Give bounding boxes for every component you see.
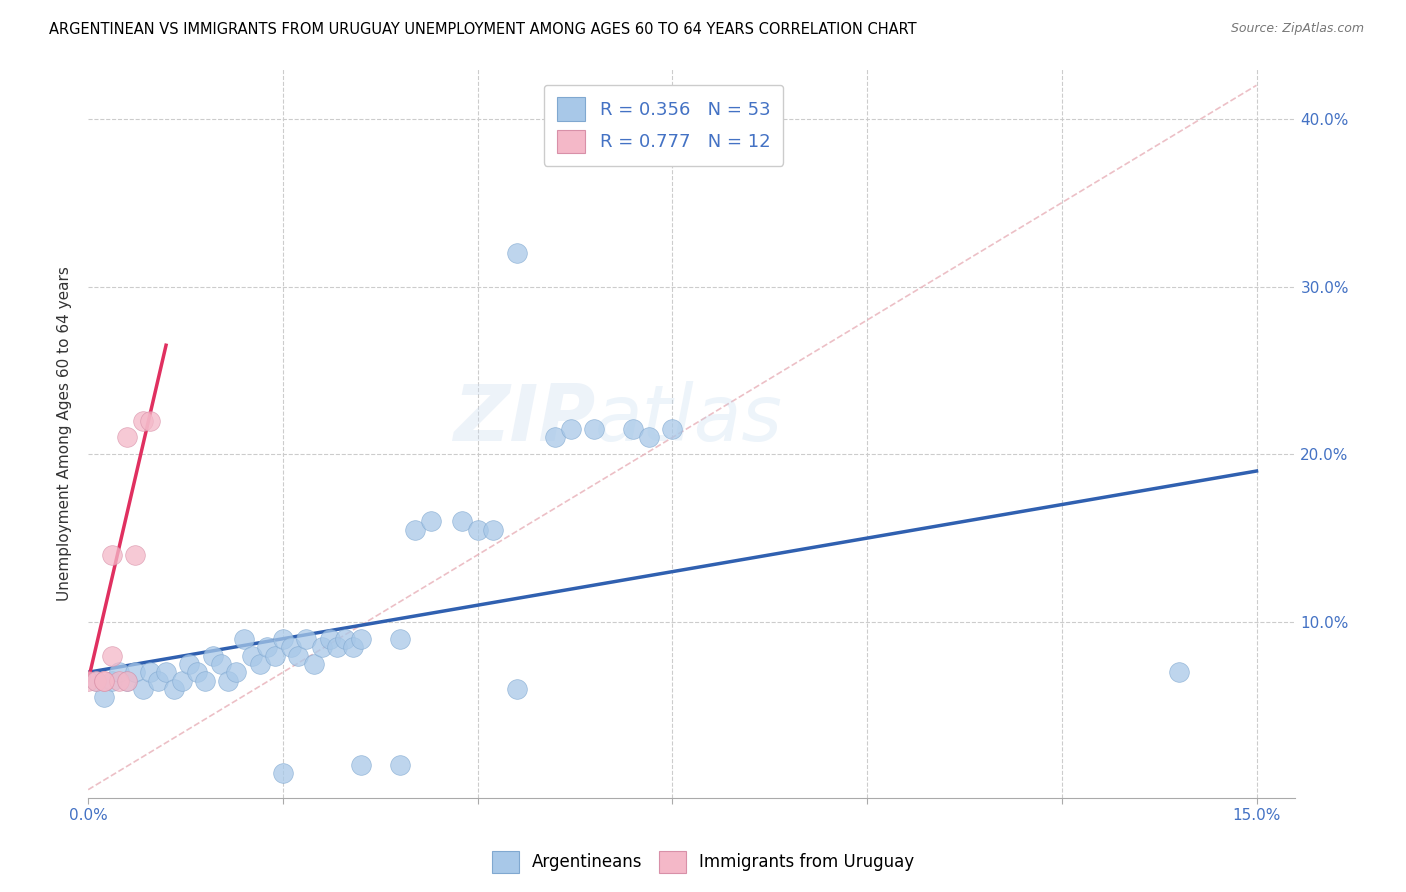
Point	[661, 422, 683, 436]
Point	[335, 632, 357, 646]
Point	[100, 648, 122, 663]
Point	[232, 632, 254, 646]
Point	[326, 640, 349, 654]
Point	[170, 673, 193, 688]
Point	[84, 673, 107, 688]
Point	[100, 548, 122, 562]
Point	[295, 632, 318, 646]
Point	[451, 514, 474, 528]
Legend: Argentineans, Immigrants from Uruguay: Argentineans, Immigrants from Uruguay	[485, 845, 921, 880]
Point	[638, 430, 661, 444]
Point	[139, 414, 162, 428]
Point	[287, 648, 309, 663]
Point	[240, 648, 263, 663]
Point	[93, 673, 115, 688]
Point	[194, 673, 217, 688]
Point	[93, 690, 115, 705]
Point	[419, 514, 441, 528]
Point	[256, 640, 278, 654]
Point	[311, 640, 333, 654]
Point	[163, 681, 186, 696]
Point	[482, 523, 505, 537]
Text: ZIP: ZIP	[453, 381, 595, 457]
Point	[209, 657, 232, 671]
Point	[249, 657, 271, 671]
Text: ARGENTINEAN VS IMMIGRANTS FROM URUGUAY UNEMPLOYMENT AMONG AGES 60 TO 64 YEARS CO: ARGENTINEAN VS IMMIGRANTS FROM URUGUAY U…	[49, 22, 917, 37]
Point	[225, 665, 247, 680]
Point	[108, 665, 131, 680]
Point	[350, 632, 373, 646]
Point	[280, 640, 302, 654]
Text: Source: ZipAtlas.com: Source: ZipAtlas.com	[1230, 22, 1364, 36]
Point	[179, 657, 201, 671]
Y-axis label: Unemployment Among Ages 60 to 64 years: Unemployment Among Ages 60 to 64 years	[58, 266, 72, 600]
Point	[100, 673, 122, 688]
Point	[302, 657, 325, 671]
Point	[583, 422, 606, 436]
Point	[621, 422, 644, 436]
Point	[201, 648, 224, 663]
Point	[115, 673, 138, 688]
Point	[217, 673, 239, 688]
Point	[131, 681, 153, 696]
Point	[139, 665, 162, 680]
Point	[264, 648, 287, 663]
Point	[342, 640, 364, 654]
Point	[148, 673, 170, 688]
Point	[404, 523, 426, 537]
Point	[1167, 665, 1189, 680]
Point	[115, 673, 138, 688]
Point	[124, 548, 146, 562]
Point	[350, 757, 373, 772]
Point	[108, 673, 131, 688]
Point	[115, 430, 138, 444]
Point	[124, 665, 146, 680]
Point	[84, 673, 107, 688]
Point	[155, 665, 177, 680]
Point	[505, 246, 527, 260]
Point	[77, 673, 100, 688]
Point	[505, 681, 527, 696]
Point	[318, 632, 340, 646]
Point	[131, 414, 153, 428]
Text: atlas: atlas	[595, 381, 783, 457]
Point	[467, 523, 489, 537]
Point	[560, 422, 582, 436]
Point	[271, 632, 294, 646]
Point	[93, 673, 115, 688]
Point	[544, 430, 567, 444]
Point	[271, 765, 294, 780]
Point	[388, 757, 411, 772]
Point	[186, 665, 208, 680]
Point	[388, 632, 411, 646]
Legend: R = 0.356   N = 53, R = 0.777   N = 12: R = 0.356 N = 53, R = 0.777 N = 12	[544, 85, 783, 166]
